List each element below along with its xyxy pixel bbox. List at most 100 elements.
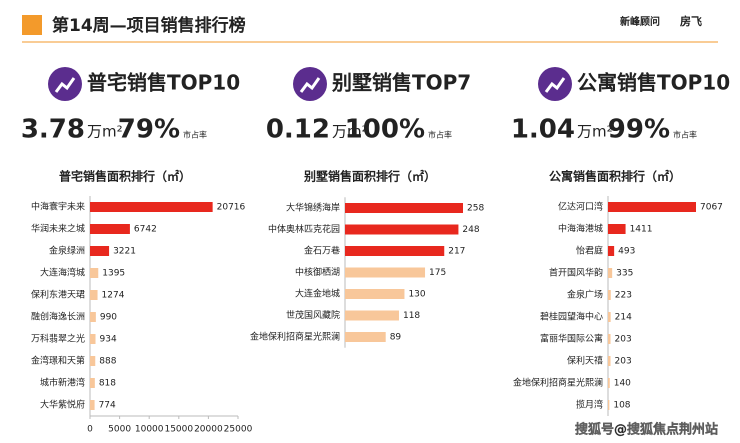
category-label: 金石万巷 [304, 245, 340, 257]
category-label: 保利东港天珺 [31, 289, 85, 301]
value-label: 175 [429, 268, 446, 278]
bar [90, 224, 130, 234]
header-title: 第14周—项目销售排行榜 [52, 15, 246, 36]
bar [90, 312, 96, 322]
x-tick-label: 5000 [108, 425, 131, 435]
value-label: 140 [614, 379, 631, 389]
value-label: 774 [99, 401, 116, 411]
value-label: 248 [462, 225, 479, 235]
logo: 新峰顾问 [620, 15, 660, 28]
value-label: 223 [615, 291, 632, 301]
value-label: 20716 [217, 203, 246, 213]
bar [345, 224, 459, 235]
category-label: 怡君庭 [576, 245, 603, 257]
value-label: 1274 [102, 291, 125, 301]
bar [345, 310, 399, 321]
value-label: 888 [99, 357, 116, 367]
area-unit: 万m² [332, 123, 368, 141]
share-value: 79% [118, 115, 180, 145]
icon-arrow [54, 77, 76, 93]
panel-heading: 普宅销售TOP10 [87, 71, 240, 95]
x-tick-label: 0 [87, 425, 93, 435]
value-label: 108 [613, 401, 630, 411]
category-label: 万科翡翠之光 [31, 333, 85, 345]
area-value: 3.78 [21, 115, 85, 145]
value-label: 89 [390, 333, 402, 343]
bar [90, 356, 96, 366]
x-tick-label: 20000 [194, 425, 223, 435]
value-label: 217 [448, 247, 465, 257]
bar [608, 246, 615, 256]
category-label: 金泉绿洲 [49, 245, 85, 257]
share-label: 市占率 [428, 130, 452, 140]
value-label: 130 [408, 290, 425, 300]
share-value: 99% [608, 115, 670, 145]
category-label: 揽月湾 [576, 399, 603, 411]
bar [90, 378, 95, 388]
category-label: 中体奥林匹克花园 [268, 223, 340, 235]
share-value: 100% [345, 115, 425, 145]
value-label: 934 [100, 335, 117, 345]
bar [608, 378, 610, 388]
category-label: 城市新港湾 [40, 377, 85, 389]
area-unit: 万m² [577, 123, 613, 141]
bar [90, 202, 213, 212]
icon-arrow [299, 77, 321, 93]
watermark: 搜狐号@搜狐焦点荆州站 [575, 422, 718, 438]
value-label: 1411 [630, 225, 653, 235]
chart-title: 别墅销售面积排行（㎡） [303, 169, 436, 184]
x-tick-label: 15000 [164, 425, 193, 435]
category-label: 保利天禧 [567, 355, 603, 367]
x-tick-label: 10000 [135, 425, 164, 435]
category-label: 金泉广场 [567, 289, 603, 301]
category-label: 大连金地城 [295, 288, 340, 300]
bar [90, 268, 99, 278]
value-label: 203 [615, 335, 632, 345]
logo: 房飞 [680, 14, 702, 28]
value-label: 118 [403, 311, 420, 321]
share-label: 市占率 [183, 130, 207, 140]
bar [608, 356, 611, 366]
bar [608, 312, 611, 322]
value-label: 335 [616, 269, 633, 279]
bar [90, 290, 98, 300]
bar [345, 246, 445, 256]
value-label: 7067 [700, 203, 723, 213]
share-label: 市占率 [673, 130, 697, 140]
category-label: 融创海逸长洲 [31, 311, 85, 323]
value-label: 258 [467, 204, 484, 214]
category-label: 金地保利招商星光熙澜 [250, 331, 340, 343]
value-label: 493 [618, 247, 635, 257]
icon [538, 67, 572, 101]
category-label: 中海寰宇未来 [31, 201, 85, 213]
value-label: 1395 [102, 269, 125, 279]
bar [345, 267, 426, 278]
bar [90, 400, 95, 410]
category-label: 华润未来之城 [31, 223, 85, 235]
bar [608, 334, 611, 344]
value-label: 818 [99, 379, 116, 389]
panel-heading: 别墅销售TOP7 [331, 71, 471, 95]
bar [608, 224, 626, 234]
chart-title: 公寓销售面积排行（㎡） [549, 169, 681, 184]
category-label: 亿达河口湾 [558, 201, 603, 213]
bar [608, 268, 613, 278]
category-label: 首开国风华韵 [549, 267, 603, 279]
category-label: 金湾璟和天第 [31, 355, 85, 367]
bar [345, 203, 463, 213]
icon [293, 67, 327, 101]
category-label: 大华紫悦府 [40, 399, 85, 411]
bar [345, 332, 386, 342]
category-label: 中核御栖湖 [295, 266, 340, 278]
category-label: 大华锦绣海岸 [286, 202, 340, 214]
value-label: 6742 [134, 225, 157, 235]
bar [90, 334, 96, 344]
area-value: 0.12 [266, 115, 330, 145]
category-label: 大连海湾城 [40, 267, 85, 279]
category-label: 碧桂园望海中心 [540, 311, 603, 323]
bar [608, 202, 696, 212]
panel-heading: 公寓销售TOP10 [577, 71, 730, 95]
value-label: 214 [615, 313, 632, 323]
value-label: 3221 [113, 247, 136, 257]
bar [608, 290, 611, 300]
